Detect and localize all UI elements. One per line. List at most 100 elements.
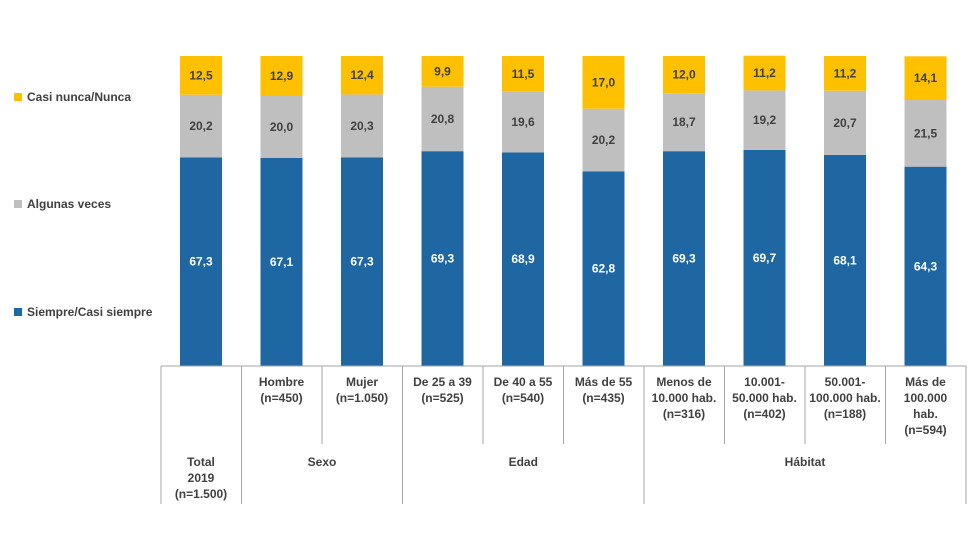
bar-value-label: 19,6 — [511, 115, 535, 129]
category-label: (n=1.050) — [336, 391, 388, 405]
bar-segment-3-8 — [743, 55, 786, 91]
bar-segment-1-3 — [341, 157, 383, 366]
bar-value-label: 69,7 — [753, 251, 777, 265]
bar-value-label: 64,3 — [914, 259, 938, 273]
bar-segment-3-9 — [824, 56, 866, 91]
bar-value-label: 62,8 — [592, 262, 616, 276]
bar-value-label: 12,5 — [189, 68, 213, 82]
category-label: 100.000 — [904, 391, 948, 405]
bar-value-label: 12,0 — [672, 68, 696, 82]
bar-segment-3-5 — [502, 56, 544, 92]
bar-segment-1-2 — [260, 157, 303, 366]
bar-value-label: 19,2 — [753, 113, 777, 127]
bar-value-label: 20,0 — [270, 120, 294, 134]
legend-label: Casi nunca/Nunca — [27, 90, 131, 104]
bar-segment-2-1 — [180, 94, 222, 158]
group-label: Edad — [509, 455, 538, 469]
bar-value-label: 69,3 — [431, 252, 455, 266]
category-label: 50.000 hab. — [732, 391, 797, 405]
bar-segment-2-5 — [502, 91, 544, 153]
bar-value-label: 68,9 — [511, 252, 535, 266]
bar-value-label: 20,8 — [431, 112, 455, 126]
bar-segment-3-7 — [663, 56, 705, 94]
category-label: 2019 — [188, 471, 215, 485]
bar-value-label: 11,2 — [834, 66, 857, 80]
bar-segment-3-3 — [341, 56, 383, 95]
bar-segment-3-2 — [260, 56, 303, 96]
category-label: hab. — [913, 407, 938, 421]
bar-segment-2-8 — [743, 90, 786, 150]
bar-segment-1-10 — [904, 166, 947, 366]
category-label: (n=316) — [663, 407, 705, 421]
bar-value-label: 11,2 — [753, 66, 776, 80]
bar-value-label: 18,7 — [672, 115, 696, 129]
category-label: Hombre — [259, 375, 305, 389]
category-label: Mujer — [346, 375, 378, 389]
bar-segment-1-4 — [421, 151, 464, 366]
bars-layer — [180, 55, 947, 366]
category-label: Más de — [905, 375, 946, 389]
bar-value-label: 67,3 — [189, 255, 213, 269]
category-label: (n=435) — [582, 391, 624, 405]
legend-swatch — [14, 308, 22, 316]
bar-segment-2-7 — [663, 93, 705, 152]
category-label: 10.000 hab. — [652, 391, 717, 405]
category-label: (n=525) — [421, 391, 463, 405]
bar-segment-2-2 — [260, 95, 303, 158]
group-label: Hábitat — [785, 455, 826, 469]
bar-segment-1-6 — [582, 171, 625, 366]
bar-value-label: 67,3 — [350, 255, 374, 269]
bar-segment-1-5 — [502, 152, 544, 366]
bar-segment-2-10 — [904, 100, 947, 167]
bar-value-label: 20,2 — [592, 133, 616, 147]
bar-segment-2-4 — [421, 86, 464, 152]
legend-swatch — [14, 93, 22, 101]
category-label: (n=594) — [904, 423, 946, 437]
legend-swatch — [14, 200, 22, 208]
category-label: 50.001- — [825, 375, 866, 389]
bar-segment-3-4 — [421, 56, 464, 87]
bar-segment-3-6 — [582, 56, 625, 109]
bar-value-label: 21,5 — [914, 126, 938, 140]
category-label: (n=540) — [502, 391, 544, 405]
bar-segment-1-7 — [663, 151, 705, 366]
category-label: Total — [187, 455, 215, 469]
category-label: (n=1.500) — [175, 487, 227, 501]
category-label: Más de 55 — [575, 375, 633, 389]
category-label: De 25 a 39 — [413, 375, 472, 389]
bar-segment-2-6 — [582, 108, 625, 172]
bar-segment-2-9 — [824, 90, 866, 155]
bar-segment-3-10 — [904, 56, 947, 101]
legend: Casi nunca/Nunca Algunas veces Siempre/Cas… — [14, 90, 153, 319]
bar-value-label: 20,7 — [833, 116, 857, 130]
category-axis: Total 2019 (n=1.500) Hombre (n=450) Mujer (n=1… — [160, 365, 967, 504]
bar-segment-1-8 — [743, 149, 786, 366]
category-label: (n=188) — [824, 407, 866, 421]
category-label: (n=450) — [260, 391, 302, 405]
legend-label: Algunas veces — [27, 197, 111, 211]
legend-label: Siempre/Casi siempre — [27, 305, 153, 319]
bar-value-label: 12,9 — [270, 69, 294, 83]
category-label: 10.001- — [744, 375, 785, 389]
bar-value-label: 17,0 — [592, 75, 616, 89]
bar-value-label: 20,2 — [189, 119, 213, 133]
bar-value-label: 12,4 — [350, 68, 374, 82]
bar-value-label: 11,5 — [512, 67, 535, 81]
bar-value-label: 9,9 — [434, 64, 451, 78]
bar-segment-3-1 — [180, 56, 222, 95]
bar-segment-2-3 — [341, 94, 383, 158]
bar-value-label: 68,1 — [833, 253, 857, 267]
category-label: (n=402) — [743, 407, 785, 421]
bar-value-label: 69,3 — [672, 252, 696, 266]
category-label: 100.000 hab. — [809, 391, 880, 405]
bar-segment-1-1 — [180, 157, 222, 366]
bar-value-label: 20,3 — [350, 119, 374, 133]
group-label: Sexo — [308, 455, 337, 469]
bar-value-label: 14,1 — [914, 71, 938, 85]
bar-value-label: 67,1 — [270, 255, 294, 269]
category-label: Menos de — [656, 375, 712, 389]
bar-segment-1-9 — [824, 154, 866, 366]
category-label: De 40 a 55 — [494, 375, 553, 389]
bar-labels-layer: 67,3 20,2 12,5 67,1 20,0 12,9 67,3 20,3 12,4 69,3… — [189, 64, 937, 275]
